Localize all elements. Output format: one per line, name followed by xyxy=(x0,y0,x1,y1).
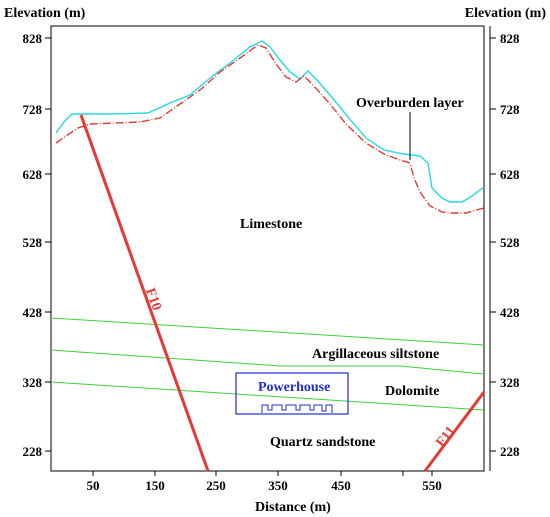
bedrock-line xyxy=(55,44,485,214)
x-tick-label: 350 xyxy=(268,478,288,493)
powerhouse-cavern-outline xyxy=(261,404,333,413)
y-tick-label-left: 328 xyxy=(23,375,43,390)
x-tick-label: 450 xyxy=(331,478,351,493)
x-tick-label: 550 xyxy=(422,478,442,493)
stratum-boundary xyxy=(50,317,485,346)
fault-f10-label: F10 xyxy=(142,286,164,312)
argillaceous-siltstone-label: Argillaceous siltstone xyxy=(312,347,439,362)
y-tick-label-right: 728 xyxy=(500,102,520,117)
right-y-ticks xyxy=(490,37,496,452)
powerhouse-box xyxy=(235,372,349,415)
stratum-boundary xyxy=(50,349,485,375)
y-tick-label-left: 428 xyxy=(23,305,43,320)
x-tick-label: 150 xyxy=(145,478,165,493)
x-tick-label: 250 xyxy=(206,478,226,493)
y-tick-label-right: 428 xyxy=(500,305,520,320)
x-axis-title: Distance (m) xyxy=(255,500,331,515)
y-tick-label-right: 228 xyxy=(500,444,520,459)
y-tick-label-left: 828 xyxy=(23,31,43,46)
x-ticks xyxy=(92,471,433,476)
overburden-label: Overburden layer xyxy=(356,96,464,111)
fault-f11-line xyxy=(423,391,486,472)
y-tick-label-left: 528 xyxy=(23,235,43,250)
y-tick-label-right: 628 xyxy=(500,167,520,182)
y-tick-label-right: 528 xyxy=(500,235,520,250)
left-axis-title: Elevation (m) xyxy=(4,6,86,21)
left-y-ticks xyxy=(45,37,51,452)
fault-f10-line xyxy=(79,114,210,472)
y-tick-label-right: 828 xyxy=(500,31,520,46)
x-tick-label: 50 xyxy=(87,478,100,493)
y-tick-label-right: 328 xyxy=(500,375,520,390)
y-tick-label-left: 728 xyxy=(23,102,43,117)
quartz-sandstone-label: Quartz sandstone xyxy=(270,435,375,450)
dolomite-label: Dolomite xyxy=(385,384,439,399)
stratum-boundary xyxy=(50,381,485,411)
plot-frame xyxy=(50,25,485,472)
fault-f11-label: F11 xyxy=(434,424,459,450)
ground-surface-line xyxy=(55,40,485,203)
limestone-label: Limestone xyxy=(240,217,302,232)
y-tick-label-left: 228 xyxy=(23,444,43,459)
powerhouse-label: Powerhouse xyxy=(258,380,330,395)
y-tick-label-left: 628 xyxy=(23,167,43,182)
right-axis-title: Elevation (m) xyxy=(465,6,547,21)
